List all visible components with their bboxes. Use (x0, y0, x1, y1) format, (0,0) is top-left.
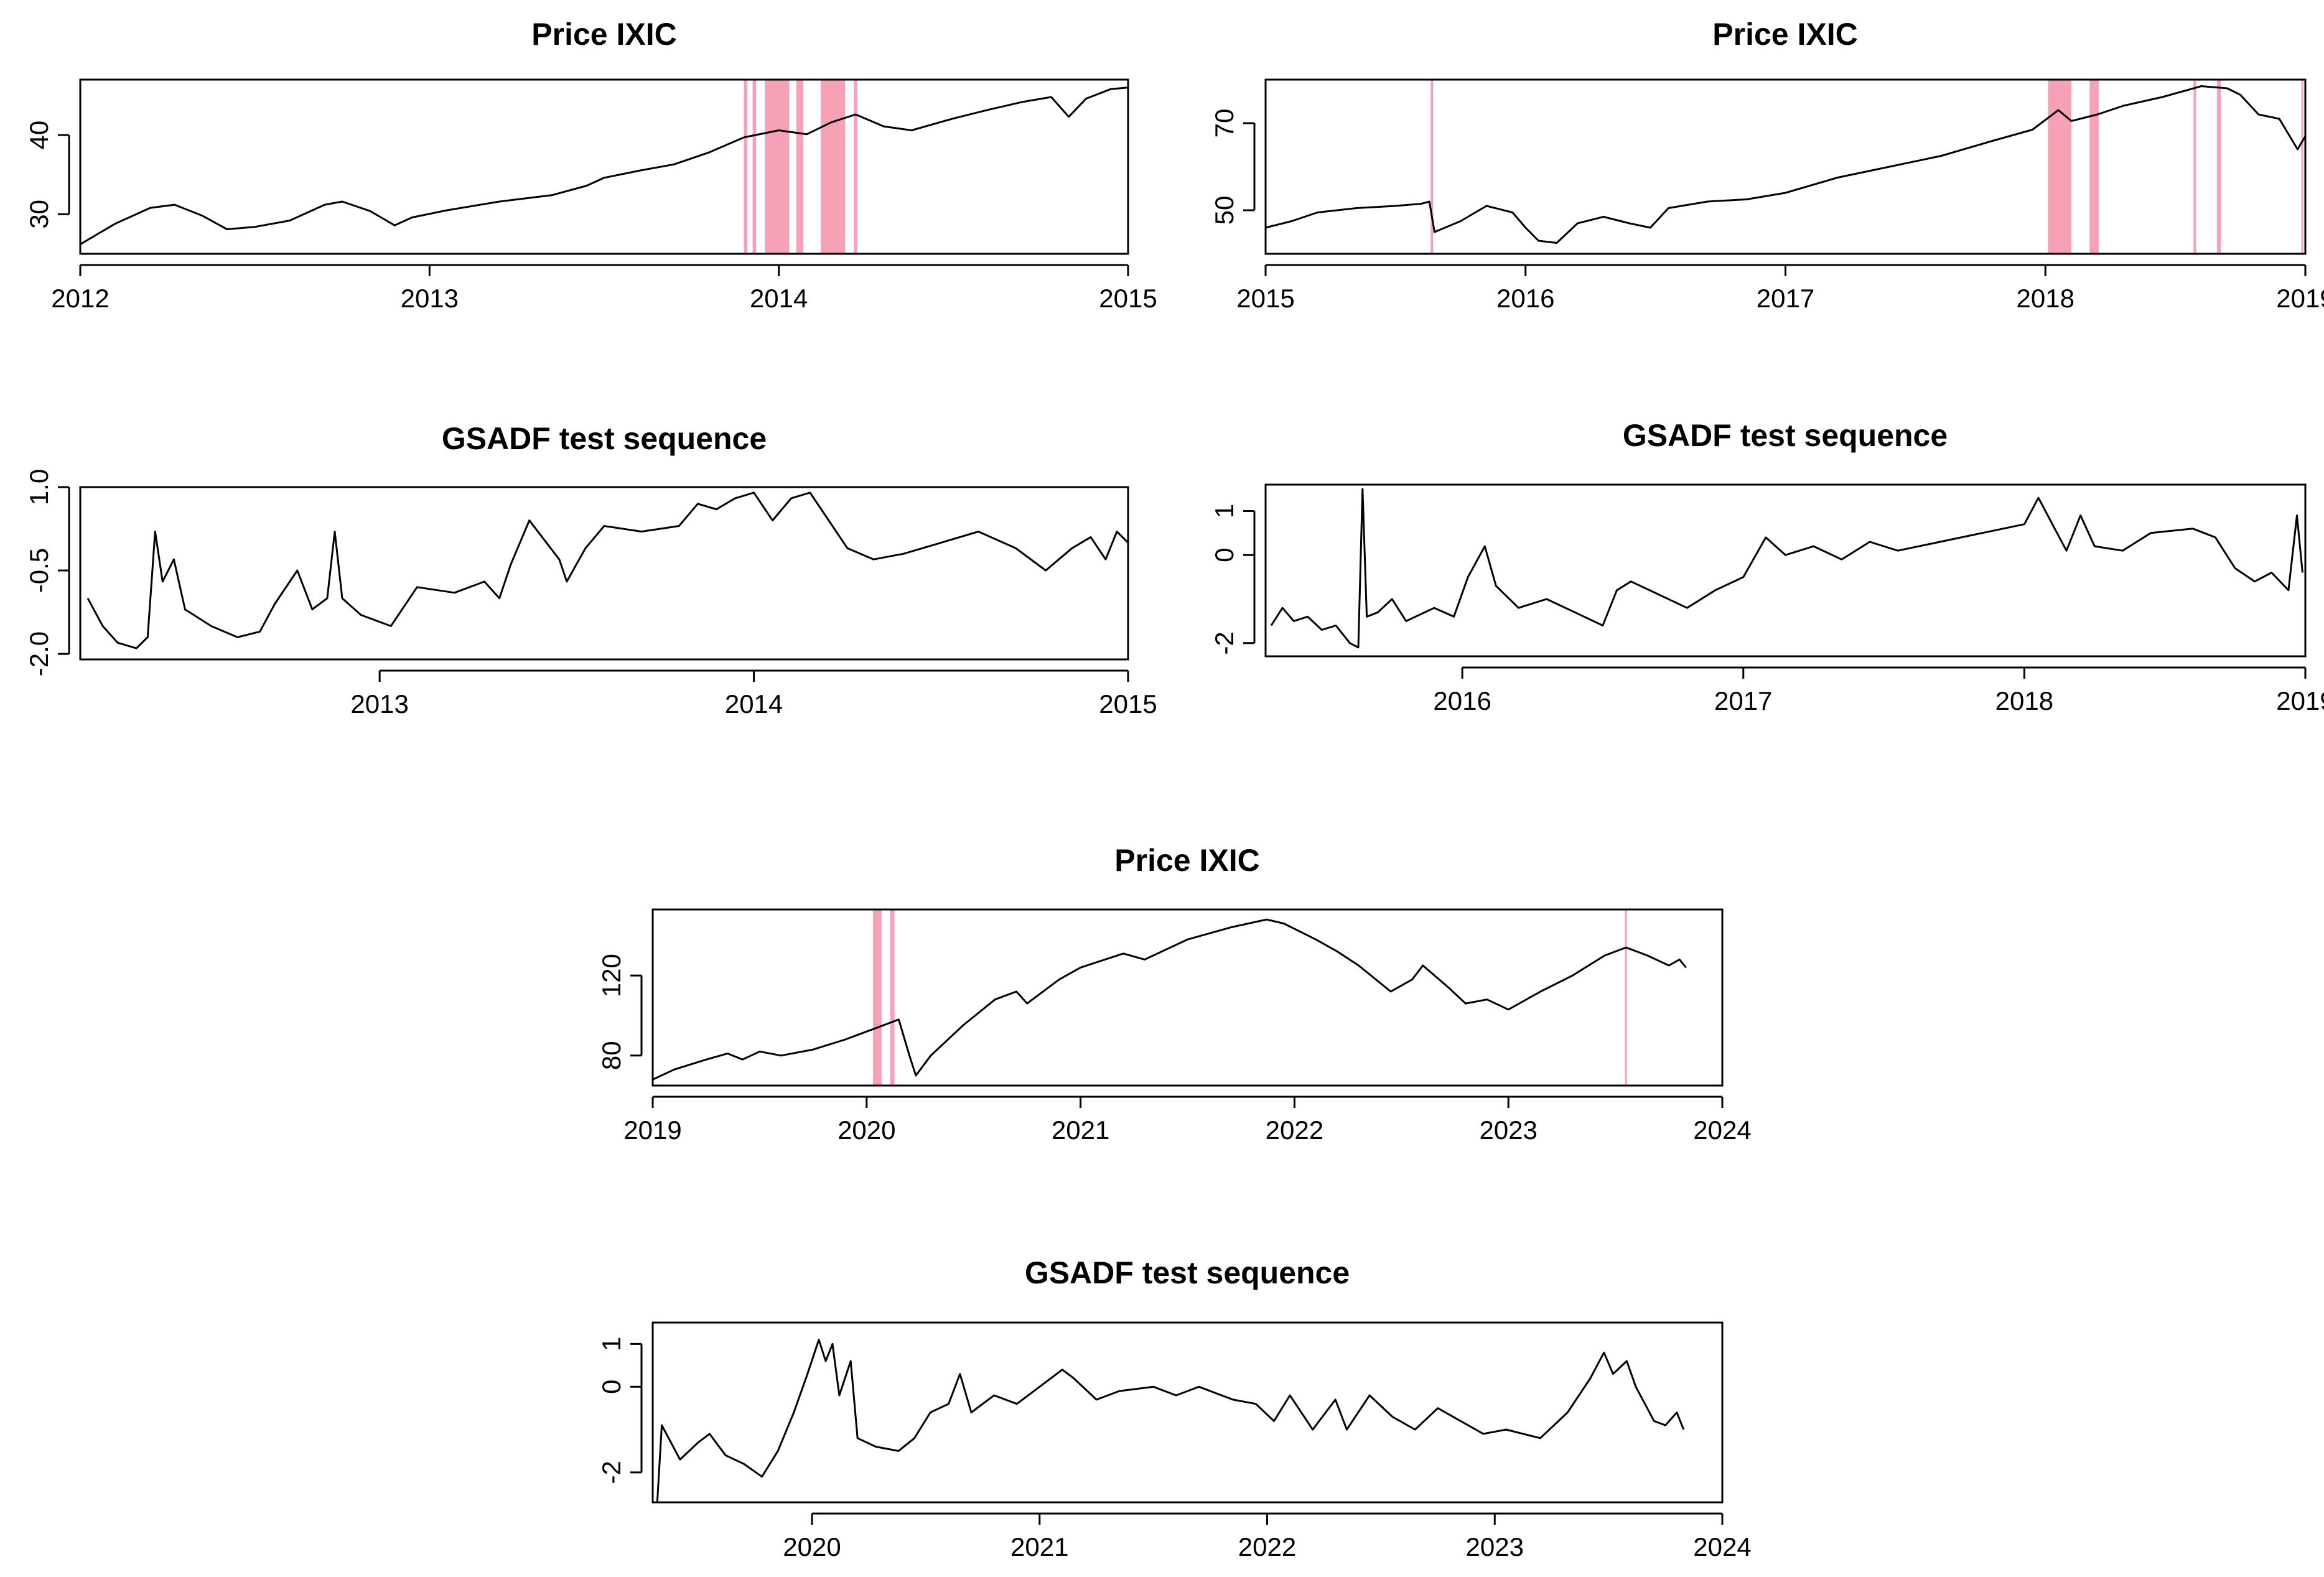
x-tick-label: 2018 (2017, 284, 2074, 313)
panel-price-2019-2024: Price IXIC 2019 2020 2021 2022 2023 2024 80 120 (597, 843, 1752, 1145)
y-tick-label: 0 (597, 1380, 626, 1394)
plot-frame (651, 1321, 1724, 1504)
bubble-period-band (854, 80, 857, 254)
y-tick-label: 1 (1210, 504, 1239, 518)
x-tick-label: 2015 (1236, 284, 1294, 313)
plot-frame (1264, 78, 2307, 255)
x-tick-label: 2020 (838, 1115, 895, 1145)
x-tick-label: 2018 (1995, 686, 2053, 715)
x-tick-label: 2022 (1266, 1115, 1323, 1145)
x-tick-label: 2016 (1496, 284, 1554, 313)
y-tick-label: 1 (597, 1337, 626, 1351)
price-line (652, 918, 1687, 1081)
bubble-period-band (2089, 80, 2099, 254)
y-tick-label: -2.0 (24, 631, 54, 676)
chart-title: GSADF test sequence (442, 421, 767, 456)
price-line (80, 86, 1129, 245)
bubble-period-band (2193, 80, 2196, 254)
x-tick-label: 2021 (1010, 1532, 1068, 1561)
bubble-period-band (890, 909, 895, 1086)
x-tick-label: 2021 (1052, 1115, 1109, 1145)
x-tick-label: 2015 (1099, 689, 1157, 719)
x-tick-label: 2013 (350, 689, 408, 719)
chart-title: Price IXIC (1114, 843, 1259, 878)
plot-frame (1264, 483, 2307, 658)
chart-title: Price IXIC (531, 17, 676, 52)
y-tick-label: 50 (1210, 196, 1239, 225)
bubble-period-band (1625, 909, 1627, 1086)
x-tick-label: 2014 (750, 284, 808, 313)
gsadf-line (86, 491, 1129, 649)
x-tick-label: 2013 (401, 284, 459, 313)
plot-frame (79, 486, 1129, 661)
price-line (1265, 85, 2307, 244)
x-tick-label: 2023 (1466, 1532, 1524, 1561)
bubble-period-band (1430, 80, 1434, 254)
x-tick-label: 2014 (725, 689, 783, 719)
bubble-period-band (752, 80, 757, 254)
panel-price-2012-2015: Price IXIC 2012 2013 2014 2015 30 40 (24, 17, 1157, 313)
x-tick-label: 2024 (1693, 1532, 1751, 1561)
y-tick-label: 40 (24, 121, 54, 150)
bubble-period-band (2048, 80, 2072, 254)
x-tick-label: 2017 (1757, 284, 1814, 313)
y-tick-label: 1.0 (24, 469, 54, 505)
bubble-period-band (2216, 80, 2221, 254)
y-tick-label: -2 (1210, 631, 1239, 654)
y-tick-label: 120 (597, 954, 626, 997)
y-tick-label: -2 (597, 1461, 626, 1484)
panel-gsadf-2015-2019: GSADF test sequence 2016 2017 2018 2019 1 0 -2 (1210, 418, 2324, 715)
bubble-period-band (796, 80, 803, 254)
x-tick-label: 2012 (51, 284, 109, 313)
bubble-period-band (744, 80, 748, 254)
panel-gsadf-2019-2024: GSADF test sequence 2020 2021 2022 2023 2024… (597, 1255, 1752, 1561)
panel-price-2015-2019: Price IXIC 2015 2016 2017 2018 2019 50 70 (1210, 17, 2324, 313)
x-tick-label: 2023 (1479, 1115, 1537, 1145)
x-tick-label: 2022 (1238, 1532, 1296, 1561)
plot-frame (79, 78, 1129, 255)
y-tick-label: -0.5 (24, 548, 54, 593)
x-tick-label: 2020 (783, 1532, 841, 1561)
x-tick-label: 2019 (2276, 284, 2324, 313)
x-tick-label: 2024 (1693, 1115, 1751, 1145)
plot-frame (651, 908, 1724, 1087)
bubble-period-band (873, 909, 882, 1086)
gsadf-line (656, 1339, 1685, 1503)
y-tick-label: 0 (1210, 548, 1239, 562)
bubble-period-band (821, 80, 846, 254)
x-tick-label: 2019 (623, 1115, 681, 1145)
gsadf-line (1270, 488, 2303, 649)
chart-title: Price IXIC (1712, 17, 1857, 52)
bubble-period-band (765, 80, 790, 254)
x-tick-label: 2016 (1433, 686, 1491, 715)
y-tick-label: 70 (1210, 109, 1239, 138)
chart-title: GSADF test sequence (1623, 418, 1948, 453)
y-tick-label: 30 (24, 200, 54, 229)
bubble-period-band (2301, 80, 2303, 254)
panel-gsadf-2012-2015: GSADF test sequence 2013 2014 2015 1.0 -0.5 -… (24, 421, 1157, 719)
x-tick-label: 2015 (1099, 284, 1157, 313)
y-tick-label: 80 (597, 1041, 626, 1070)
x-tick-label: 2017 (1714, 686, 1772, 715)
x-tick-label: 2019 (2276, 686, 2324, 715)
chart-title: GSADF test sequence (1025, 1255, 1350, 1290)
